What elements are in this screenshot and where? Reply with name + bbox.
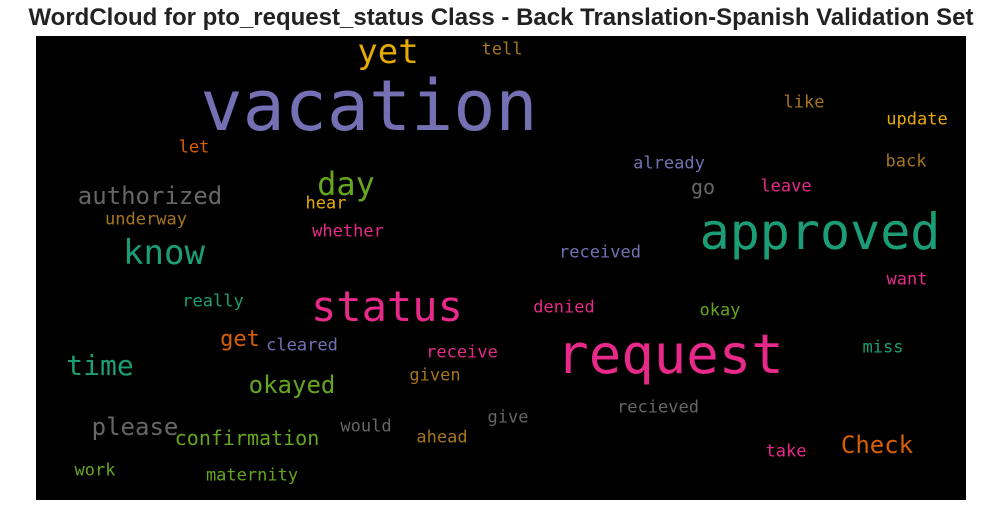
word-already: already xyxy=(633,153,705,174)
word-denied: denied xyxy=(533,297,595,318)
word-whether: whether xyxy=(312,221,384,242)
word-know: know xyxy=(123,233,205,273)
word-cleared: cleared xyxy=(266,335,338,356)
word-ahead: ahead xyxy=(416,427,468,448)
word-okayed: okayed xyxy=(248,371,336,399)
word-would: would xyxy=(340,416,392,437)
word-please: please xyxy=(91,413,179,441)
word-received: received xyxy=(559,242,641,263)
wordcloud-canvas: vacation request approved status know yet day t… xyxy=(36,36,966,500)
word-approved: approved xyxy=(699,203,941,261)
word-miss: miss xyxy=(862,337,904,358)
word-status: status xyxy=(311,282,463,331)
word-tell: tell xyxy=(481,39,523,60)
word-given: given xyxy=(409,365,461,386)
word-go: go xyxy=(690,175,716,199)
word-work: work xyxy=(74,460,116,481)
word-like: like xyxy=(783,92,825,113)
word-receive: receive xyxy=(426,342,498,363)
word-let: let xyxy=(178,137,210,158)
word-leave: leave xyxy=(760,176,812,197)
word-request: request xyxy=(556,323,784,386)
word-want: want xyxy=(886,269,928,290)
word-hear: hear xyxy=(305,193,347,214)
word-back: back xyxy=(885,151,927,172)
word-yet: yet xyxy=(357,36,419,72)
word-give: give xyxy=(487,407,529,428)
word-recieved: recieved xyxy=(617,397,699,418)
word-day: day xyxy=(317,165,375,203)
word-really: really xyxy=(182,291,244,312)
word-okay: okay xyxy=(699,300,741,321)
chart-title: WordCloud for pto_request_status Class -… xyxy=(28,4,974,31)
word-maternity: maternity xyxy=(205,465,299,486)
word-take: take xyxy=(765,441,807,462)
word-get: get xyxy=(220,327,260,352)
word-authorized: authorized xyxy=(77,182,223,210)
word-check: Check xyxy=(840,431,914,459)
word-time: time xyxy=(66,349,134,382)
word-update: update xyxy=(886,109,948,130)
word-vacation: vacation xyxy=(200,65,538,147)
word-underway: underway xyxy=(105,209,187,230)
word-confirmation: confirmation xyxy=(174,426,320,450)
